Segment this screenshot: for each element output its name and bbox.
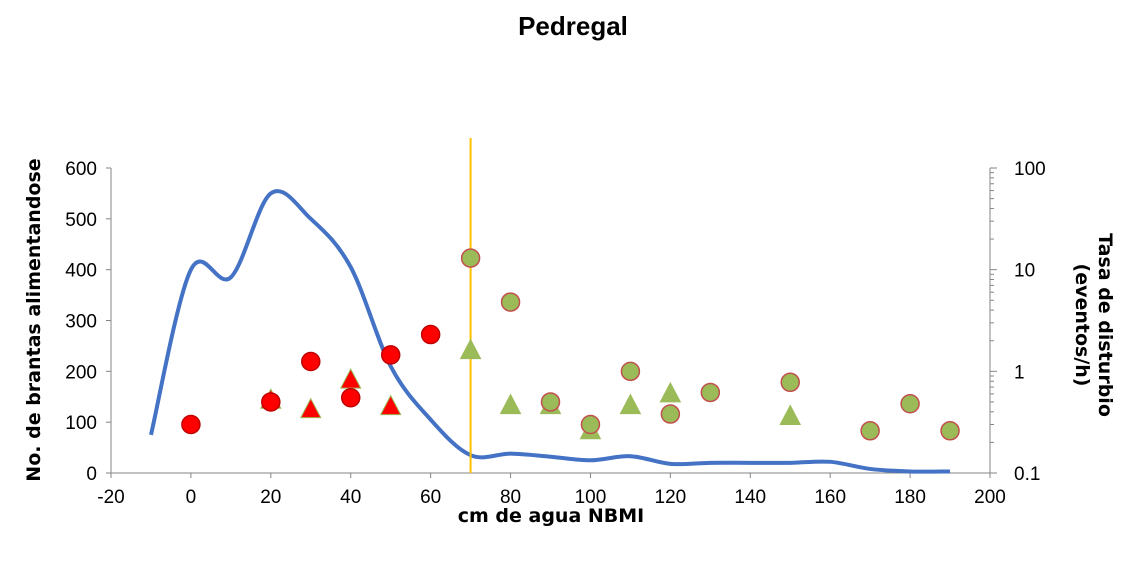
y-tick-label-left: 400 — [65, 261, 97, 282]
x-tick-label: 60 — [420, 487, 441, 508]
chart-title: Pedregal — [518, 11, 628, 41]
green-circle-marker — [500, 292, 521, 312]
green-circle-marker — [860, 421, 880, 441]
green-triangle-marker — [499, 393, 522, 415]
x-axis-title: cm de agua NBMI — [458, 505, 645, 527]
green-circle-marker — [780, 372, 800, 393]
y-tick-label-left: 500 — [65, 210, 97, 231]
green-circle-marker — [900, 393, 920, 414]
y-tick-label-right: 0.1 — [1014, 464, 1040, 485]
red-circle-marker — [340, 387, 361, 408]
green-circle-marker — [940, 421, 960, 441]
y-tick-label-right: 10 — [1014, 261, 1035, 282]
red-circle-marker — [261, 392, 281, 412]
red-triangle-marker — [379, 394, 402, 416]
green-circle-marker — [460, 248, 481, 268]
y-tick-label-left: 0 — [86, 464, 97, 485]
y-tick-label-left: 300 — [65, 312, 97, 333]
green-circle-marker — [660, 404, 681, 424]
red-circle-marker — [181, 414, 201, 435]
green-triangle-marker — [659, 381, 682, 403]
y-tick-label-left: 600 — [65, 159, 97, 180]
x-tick-label: 140 — [734, 487, 766, 508]
red-triangle-marker — [339, 368, 362, 389]
green-triangle-marker — [459, 338, 482, 360]
red-triangle-marker — [299, 397, 322, 419]
x-tick-label: 40 — [340, 487, 361, 508]
y-axis-title-right-line2: (eventos/h) — [1071, 264, 1093, 387]
green-circle-marker — [540, 392, 561, 412]
y-axis-title-right-line1: Tasa de disturbio — [1094, 233, 1116, 417]
brantas-line-series — [149, 189, 951, 474]
x-tick-label: 200 — [974, 487, 1006, 508]
green-triangle-marker — [779, 404, 802, 425]
green-circle-marker — [620, 361, 641, 382]
y-tick-label-left: 100 — [65, 413, 97, 434]
x-tick-label: 100 — [575, 487, 607, 508]
y-tick-label-right: 100 — [1014, 159, 1046, 180]
red-circle-marker — [420, 324, 441, 345]
red-circle-marker — [301, 351, 321, 372]
x-tick-label: -20 — [97, 487, 124, 508]
green-triangle-marker — [619, 393, 642, 415]
x-tick-label: 180 — [894, 487, 926, 508]
green-circle-marker — [580, 414, 601, 435]
x-tick-label: 0 — [186, 487, 197, 508]
x-tick-label: 20 — [260, 487, 281, 508]
y-axis-title-left: No. de brantas alimentandose — [23, 158, 45, 481]
y-tick-label-left: 200 — [65, 362, 97, 383]
green-circle-marker — [700, 382, 721, 403]
x-tick-label: 120 — [655, 487, 687, 508]
x-tick-label: 160 — [814, 487, 846, 508]
plot-area: -20 0 20 40 60 80 100 120 140 160 180 2000100200300… — [65, 138, 1046, 508]
x-tick-label: 80 — [500, 487, 521, 508]
red-circle-marker — [380, 345, 401, 365]
y-tick-label-right: 1 — [1014, 362, 1025, 383]
